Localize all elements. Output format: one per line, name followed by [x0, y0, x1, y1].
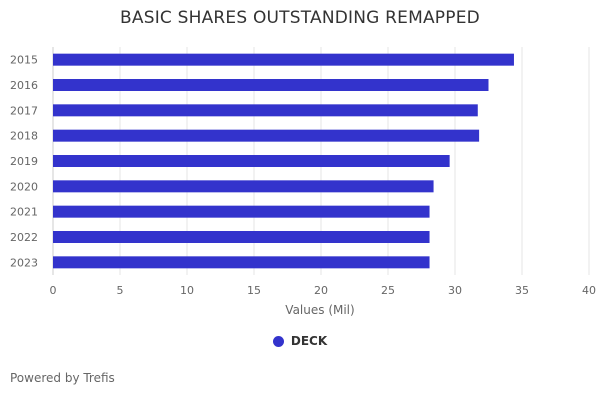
x-tick-label: 30: [448, 284, 462, 297]
legend: DECK: [0, 334, 600, 348]
x-tick-label: 10: [180, 284, 194, 297]
bar-2021[interactable]: [53, 205, 430, 218]
legend-marker[interactable]: [272, 335, 284, 347]
bar-2015[interactable]: [53, 53, 514, 66]
y-axis-labels: 2015 2016 2017 2018 2019 2020 2021 2022 2023: [10, 54, 38, 270]
bar-2022[interactable]: [53, 231, 430, 243]
bars: [53, 53, 514, 269]
chart-title: BASIC SHARES OUTSTANDING REMAPPED: [120, 8, 480, 28]
x-tick-label: 20: [314, 284, 328, 297]
y-tick-label: 2021: [10, 206, 38, 219]
x-tick-label: 0: [50, 284, 57, 297]
footer-credit: Powered by Trefis: [10, 371, 115, 385]
bar-2023[interactable]: [53, 256, 430, 269]
bar-2018[interactable]: [53, 129, 480, 142]
y-tick-label: 2020: [10, 180, 38, 193]
y-tick-label: 2019: [10, 155, 38, 168]
x-tick-label: 35: [515, 284, 529, 297]
y-tick-label: 2023: [10, 256, 38, 269]
x-axis-title: Values (Mil): [285, 303, 354, 317]
y-tick-label: 2015: [10, 54, 38, 67]
y-tick-label: 2018: [10, 130, 38, 143]
bar-2019[interactable]: [53, 155, 450, 167]
bar-2020[interactable]: [53, 180, 434, 193]
y-tick-label: 2017: [10, 104, 38, 117]
y-tick-label: 2016: [10, 79, 38, 92]
bar-2016[interactable]: [53, 79, 489, 91]
x-tick-label: 40: [582, 284, 596, 297]
x-tick-label: 25: [381, 284, 395, 297]
x-tick-label: 15: [247, 284, 261, 297]
x-axis-labels: 0 5 10 15 20 25 30 35 40: [50, 284, 597, 297]
x-tick-label: 5: [117, 284, 124, 297]
bar-2017[interactable]: [53, 104, 478, 117]
legend-label[interactable]: DECK: [290, 334, 328, 348]
y-tick-label: 2022: [10, 231, 38, 244]
